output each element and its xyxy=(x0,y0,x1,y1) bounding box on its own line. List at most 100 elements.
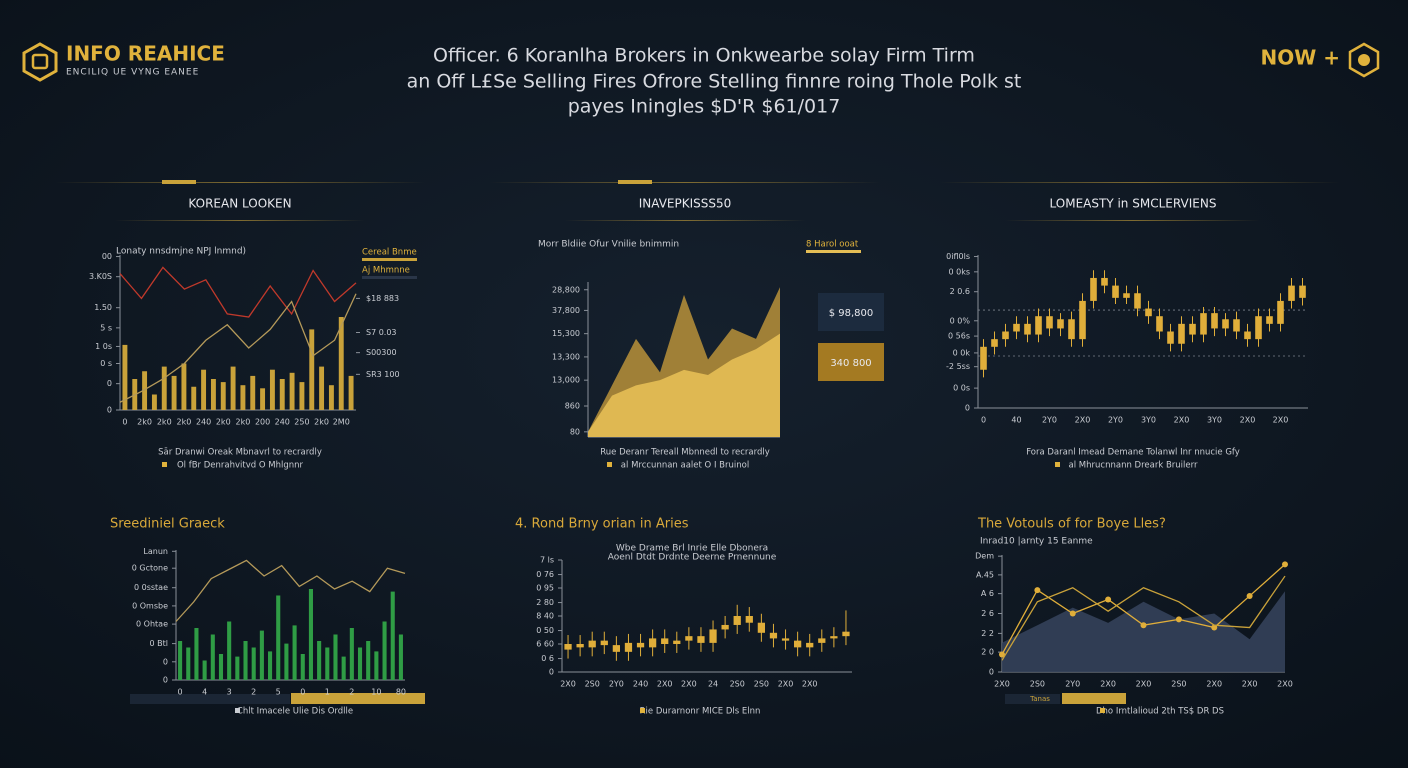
y-tick-label: 3.K0S xyxy=(89,272,112,281)
candle-body xyxy=(1046,316,1053,329)
y-tick-label: 0 Ohtae xyxy=(136,620,168,629)
chart-subtitle: Inrad10 |arnty 15 Eanme xyxy=(980,537,1093,547)
candle-body xyxy=(1123,293,1130,298)
caption-marker xyxy=(235,708,240,713)
candle-body xyxy=(1090,277,1097,301)
y-tick-label: 2 2 xyxy=(981,629,994,638)
x-tick-label: 2X0 xyxy=(560,680,576,689)
caption-marker xyxy=(640,708,645,713)
x-tick-label: 2X0 xyxy=(1136,680,1152,689)
candle-body xyxy=(564,644,572,650)
candle-body xyxy=(1024,323,1031,335)
bar xyxy=(348,375,354,410)
chart-caption: Dho Irntlalioud 2th TS$ DR DS xyxy=(1096,707,1224,717)
x-tick-label: 240 xyxy=(196,418,211,427)
candle-body xyxy=(1266,316,1273,324)
bar xyxy=(268,651,273,680)
now-icon[interactable] xyxy=(1348,42,1380,78)
chart-caption: Chlt Imacele Ulie Dis Ordlle xyxy=(237,707,353,717)
bar xyxy=(319,366,325,410)
x-tick-label: 2X0 xyxy=(802,680,818,689)
candle-body xyxy=(1222,319,1229,329)
x-tick-label: 240 xyxy=(633,680,648,689)
candle-body xyxy=(745,616,753,623)
y-tick-label: 0 Gctone xyxy=(132,564,168,573)
candle-body xyxy=(1178,323,1185,344)
headline: Officer. 6 Koranlha Brokers in Onkwearbe… xyxy=(433,45,975,67)
line-marker xyxy=(1069,610,1076,617)
x-tick-label: 10 xyxy=(371,688,381,697)
candle-body xyxy=(794,640,802,648)
now-button[interactable]: NOW + xyxy=(1260,46,1340,70)
y-tick-label: A.45 xyxy=(976,570,994,579)
area-series xyxy=(588,333,780,437)
legend-swatch xyxy=(806,250,861,253)
legend-label: 8 Harol ooat xyxy=(806,240,859,250)
chart-title: INAVEPKISSS50 xyxy=(639,197,732,211)
bar xyxy=(218,654,224,680)
bar xyxy=(151,394,157,410)
x-tick-label: 2X0 xyxy=(1100,680,1116,689)
y-tick-label: 2 6 xyxy=(981,609,994,618)
y2-tick-label: $18 883 xyxy=(366,294,399,303)
x-tick-label: 250 xyxy=(294,418,309,427)
candle-body xyxy=(842,631,850,637)
y-tick-label: 1 0s xyxy=(95,342,112,351)
candle-body xyxy=(576,644,584,648)
y-tick-label: 15,300 xyxy=(552,329,580,338)
line-series xyxy=(1001,575,1286,661)
legend-label: Aj Mhmnne xyxy=(362,266,410,276)
x-tick-label: 2k0 xyxy=(236,418,251,427)
bar xyxy=(398,634,403,680)
y-tick-label: Dem xyxy=(975,552,994,561)
candle-body xyxy=(980,346,987,370)
x-tick-label: 2k0 xyxy=(314,418,329,427)
chart-subtitle: Lonaty nnsdmjne NPJ lnmnd) xyxy=(116,247,246,257)
bar xyxy=(259,630,264,680)
bar xyxy=(240,385,246,410)
line-marker xyxy=(1211,624,1218,631)
bar xyxy=(299,382,305,410)
bar xyxy=(289,372,295,410)
candle-body xyxy=(818,638,826,643)
bar xyxy=(276,595,281,680)
x-tick-label: 2Y0 xyxy=(1042,416,1057,425)
candle-body xyxy=(709,629,717,643)
y-tick-label: 860 xyxy=(565,402,580,411)
bar xyxy=(374,651,379,680)
chart-caption: Sār Dranwi Oreak Mbnavrl to recrardly xyxy=(158,448,322,458)
bar xyxy=(181,363,187,410)
y-tick-label: 0 xyxy=(163,657,168,666)
value-box xyxy=(818,343,884,381)
candle-body xyxy=(1167,331,1174,344)
x-tick-label: 2X0 xyxy=(1273,416,1289,425)
y-tick-label: 0 6 xyxy=(541,654,554,663)
candle-body xyxy=(1244,331,1251,340)
caption-marker xyxy=(1055,462,1060,467)
x-tick-label: 24 xyxy=(708,680,718,689)
y-tick-label: 80 xyxy=(570,427,580,436)
line-marker xyxy=(1034,587,1041,594)
x-tick-label: 2S0 xyxy=(1030,680,1045,689)
y-tick-label: 0 xyxy=(107,406,112,415)
y-tick-label: 0 Btl xyxy=(150,639,168,648)
x-tick-label: 2k0 xyxy=(157,418,172,427)
bar xyxy=(171,375,177,410)
y-tick-label: 2 0 xyxy=(981,648,994,657)
x-tick-label: 3 xyxy=(227,688,232,697)
y-tick-label: 0 95 xyxy=(536,584,554,593)
bar xyxy=(142,371,148,410)
y-tick-label: 5 s xyxy=(100,323,112,332)
x-tick-label: 2Y0 xyxy=(1108,416,1123,425)
candle-body xyxy=(1299,285,1306,298)
bar xyxy=(260,388,266,410)
chart-caption: Ol fBr Denrahvitvd O Mhlgnnr xyxy=(177,461,304,471)
caption-marker xyxy=(162,462,167,467)
candle-body xyxy=(733,616,741,625)
bar xyxy=(279,379,285,410)
candle-body xyxy=(1255,316,1262,340)
x-tick-label: 1 xyxy=(325,688,330,697)
x-tick-label: 2X0 xyxy=(657,680,673,689)
y2-tick-label: S7 0.03 xyxy=(366,328,397,337)
